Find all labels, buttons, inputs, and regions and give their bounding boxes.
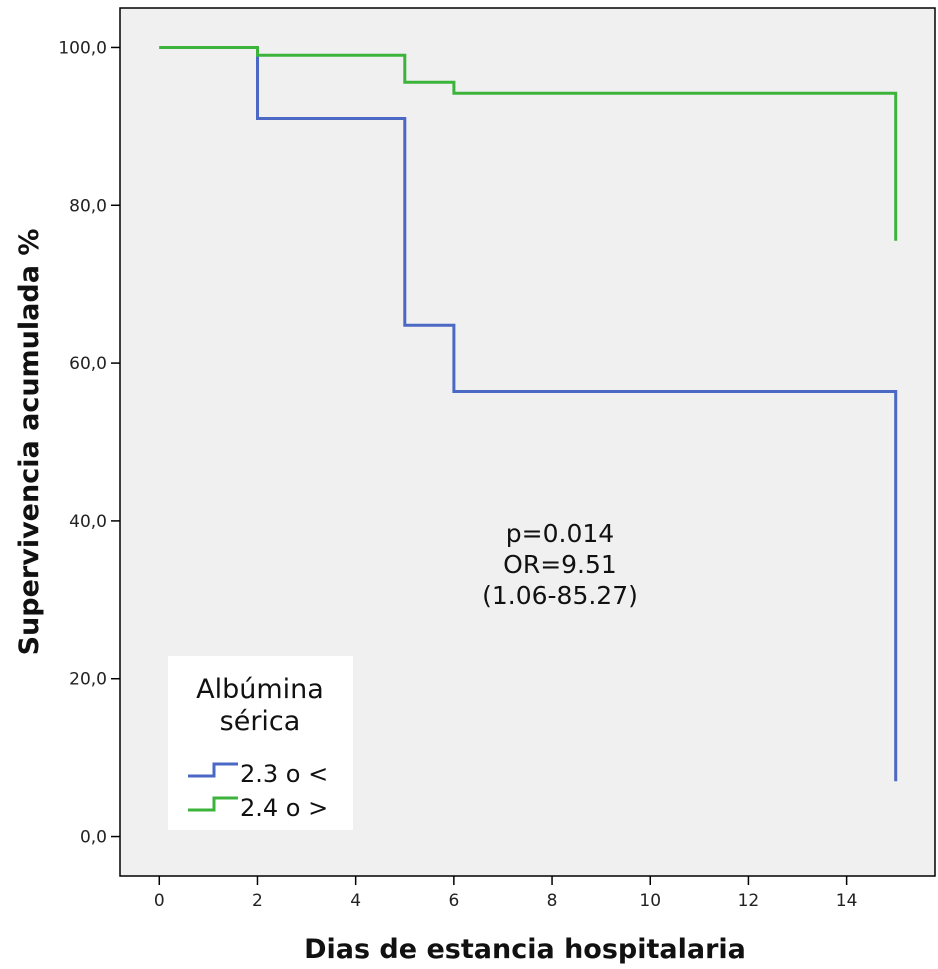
annotation-p-value: p=0.014 <box>506 519 614 548</box>
series-layer <box>159 46 898 782</box>
legend-title-line-1: Albúmina <box>196 674 324 705</box>
y-axis-label: Supervivencia acumulada % <box>14 229 45 656</box>
y-tick-label: 40,0 <box>69 512 107 532</box>
annotation-odds-ratio: OR=9.51 <box>503 550 617 579</box>
legend-label-series-2: 2.4 o > <box>240 794 328 822</box>
series-line-1 <box>159 46 898 782</box>
x-tick-label: 10 <box>639 891 661 911</box>
y-axis-ticks: 0,0 20,0 40,0 60,0 80,0 100,0 <box>58 38 120 848</box>
y-tick-label: 80,0 <box>69 196 107 216</box>
legend-label-series-1: 2.3 o < <box>240 760 328 788</box>
series-line-2 <box>159 46 898 241</box>
y-tick-label: 60,0 <box>69 354 107 374</box>
y-tick-label: 100,0 <box>58 38 107 58</box>
x-tick-label: 2 <box>252 891 263 911</box>
annotation: p=0.014 OR=9.51 (1.06-85.27) <box>482 519 638 610</box>
x-axis-ticks: 0 2 4 6 8 10 12 14 <box>154 876 858 911</box>
x-tick-label: 0 <box>154 891 165 911</box>
legend-box <box>168 656 353 830</box>
legend: Albúmina sérica 2.3 o < 2.4 o > <box>168 656 353 830</box>
y-tick-label: 0,0 <box>80 828 107 848</box>
x-tick-label: 6 <box>448 891 459 911</box>
legend-swatch-series-1 <box>188 762 238 778</box>
x-tick-label: 12 <box>738 891 760 911</box>
annotation-confidence-interval: (1.06-85.27) <box>482 581 638 610</box>
x-tick-label: 4 <box>350 891 361 911</box>
legend-swatch-series-2 <box>188 796 238 812</box>
x-tick-label: 14 <box>836 891 858 911</box>
y-tick-label: 20,0 <box>69 670 107 690</box>
x-axis-label: Dias de estancia hospitalaria <box>304 934 746 965</box>
x-tick-label: 8 <box>547 891 558 911</box>
legend-title-line-2: sérica <box>220 706 301 737</box>
